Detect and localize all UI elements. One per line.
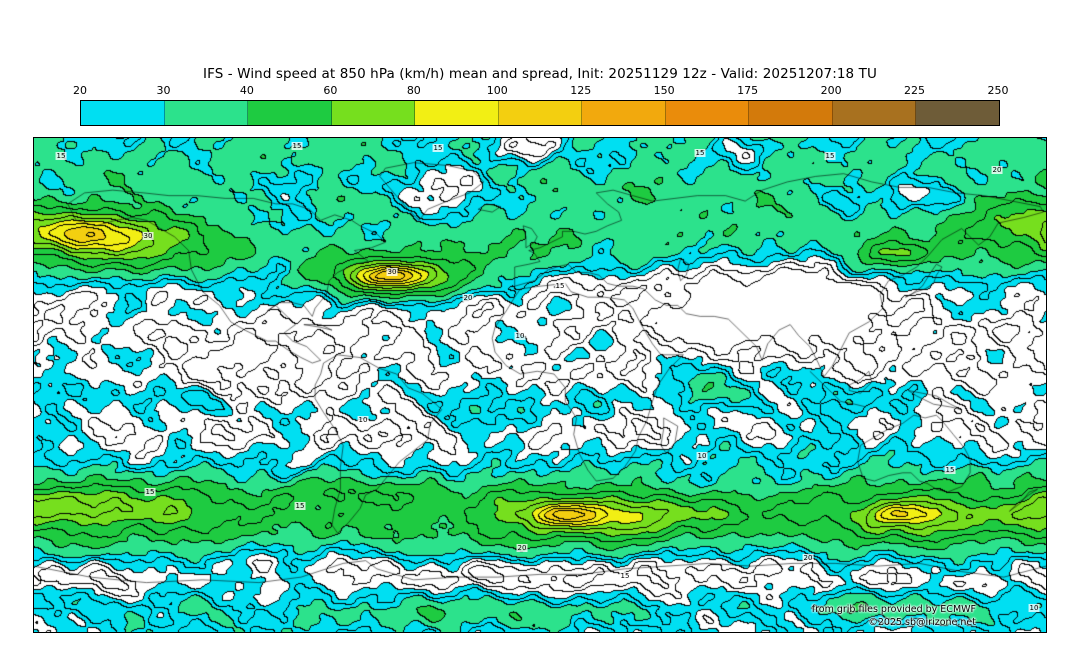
colorbar: [80, 100, 1000, 126]
colorbar-tick-label: 225: [904, 84, 926, 97]
colorbar-tick-label: 30: [156, 84, 171, 97]
chart-title: IFS - Wind speed at 850 hPa (km/h) mean …: [203, 66, 877, 82]
colorbar-segment: [749, 101, 833, 125]
colorbar-segment: [415, 101, 499, 125]
colorbar-tick-label: 100: [486, 84, 508, 97]
colorbar-tick-label: 40: [239, 84, 254, 97]
colorbar-segment: [81, 101, 165, 125]
map-frame: 15 15 15 15 15 20 30 30 20 15 10 10 15 15 20 15 10 20 15 10…: [33, 137, 1047, 633]
colorbar-tick-label: 150: [653, 84, 675, 97]
map-footer: from grib files provided by ECMWF ©2025 …: [812, 603, 976, 629]
wind-map-canvas: [34, 138, 1046, 632]
colorbar-tick-label: 200: [820, 84, 842, 97]
colorbar-tick-label: 125: [570, 84, 592, 97]
colorbar-tick-label: 80: [406, 84, 421, 97]
ecmwf-credit: from grib files provided by ECMWF: [811, 604, 976, 615]
colorbar-segment: [832, 101, 917, 125]
colorbar-segment: [331, 101, 416, 125]
colorbar-tick-label: 175: [737, 84, 759, 97]
copyright-credit: ©2025 sb@irizone.net: [868, 617, 976, 628]
colorbar-tick-label: 60: [323, 84, 338, 97]
colorbar-tick-label: 250: [987, 84, 1009, 97]
colorbar-segment: [164, 101, 249, 125]
colorbar-tick-label: 20: [73, 84, 87, 97]
colorbar-segment: [665, 101, 750, 125]
colorbar-segment: [582, 101, 666, 125]
colorbar-ticks: 20 30 40 60 80 100 125 150 175 200 225 250: [73, 84, 1009, 98]
colorbar-segment: [498, 101, 583, 125]
colorbar-segment: [248, 101, 332, 125]
colorbar-segment: [916, 101, 1000, 125]
